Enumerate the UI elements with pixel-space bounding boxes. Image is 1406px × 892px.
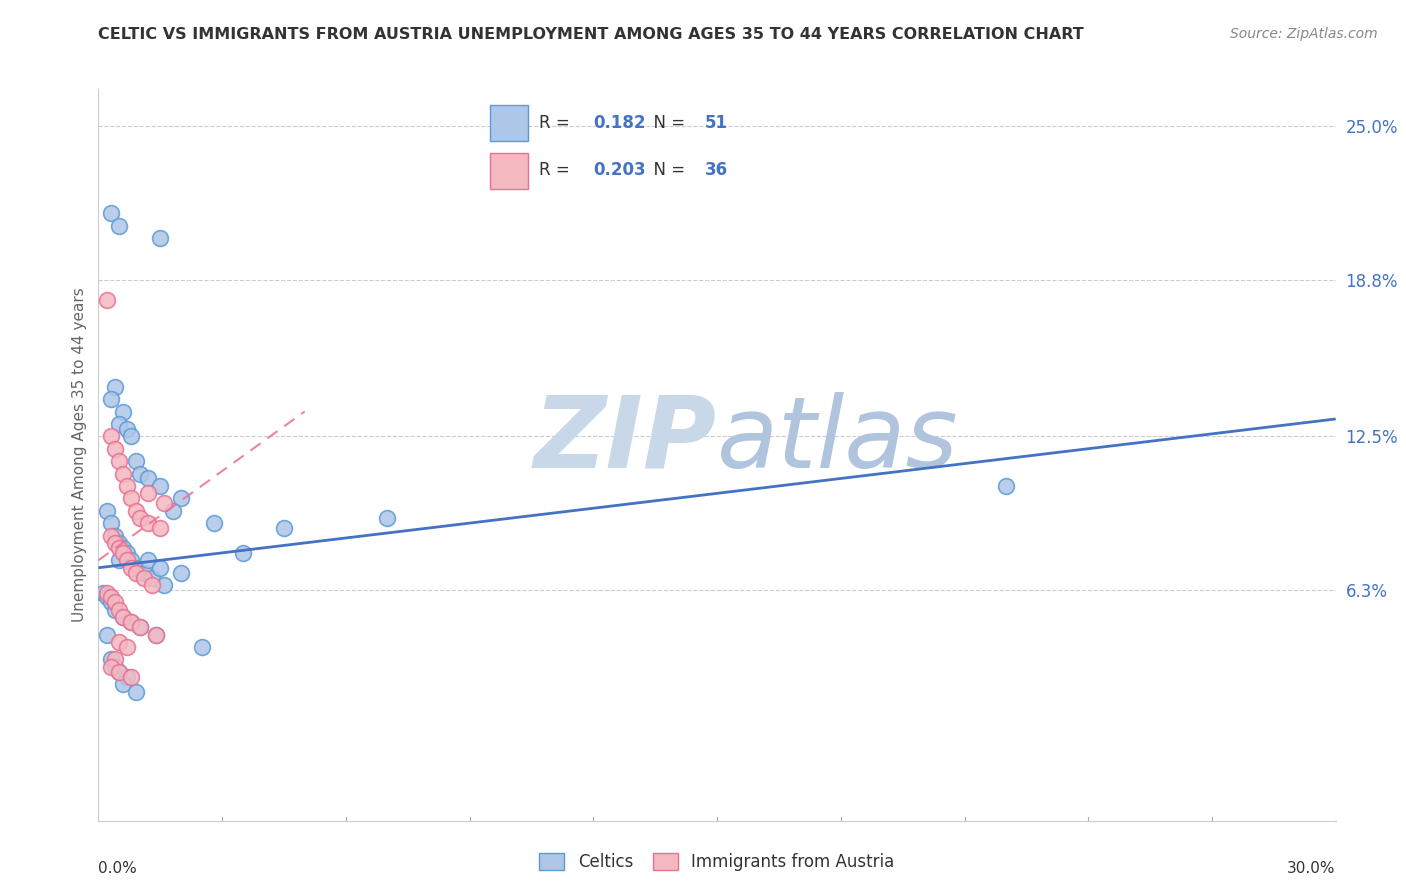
Point bbox=[96, 628, 118, 642]
Point bbox=[153, 578, 176, 592]
Point bbox=[136, 486, 159, 500]
Point bbox=[108, 553, 131, 567]
Point bbox=[117, 640, 139, 654]
Point bbox=[96, 585, 118, 599]
Point bbox=[104, 528, 127, 542]
Point bbox=[117, 553, 139, 567]
Point bbox=[104, 536, 127, 550]
Point bbox=[117, 546, 139, 560]
Point bbox=[232, 546, 254, 560]
Point bbox=[112, 467, 135, 481]
Point bbox=[136, 471, 159, 485]
Point bbox=[96, 293, 118, 307]
Point bbox=[104, 660, 127, 674]
Text: atlas: atlas bbox=[717, 392, 959, 489]
Point bbox=[100, 429, 122, 443]
Point bbox=[100, 392, 122, 406]
Point bbox=[112, 546, 135, 560]
Point bbox=[145, 628, 167, 642]
Point bbox=[108, 219, 131, 233]
Point bbox=[112, 404, 135, 418]
Point bbox=[124, 504, 146, 518]
Point bbox=[124, 454, 146, 468]
Point bbox=[202, 516, 225, 530]
Point bbox=[120, 429, 142, 443]
Point bbox=[149, 560, 172, 574]
Point bbox=[149, 521, 172, 535]
Point bbox=[100, 660, 122, 674]
Point bbox=[100, 595, 122, 609]
Point bbox=[141, 578, 163, 592]
Point bbox=[141, 571, 163, 585]
Point bbox=[120, 491, 142, 506]
Point bbox=[117, 422, 139, 436]
Point bbox=[112, 610, 135, 624]
Text: Source: ZipAtlas.com: Source: ZipAtlas.com bbox=[1230, 27, 1378, 41]
Text: ZIP: ZIP bbox=[534, 392, 717, 489]
Point bbox=[117, 670, 139, 684]
Point bbox=[91, 585, 114, 599]
Point bbox=[104, 442, 127, 456]
Point bbox=[112, 610, 135, 624]
Point bbox=[108, 603, 131, 617]
Point bbox=[104, 595, 127, 609]
Point bbox=[120, 615, 142, 630]
Point bbox=[128, 620, 150, 634]
Point bbox=[136, 553, 159, 567]
Point bbox=[112, 541, 135, 555]
Point bbox=[375, 511, 398, 525]
Point bbox=[100, 516, 122, 530]
Y-axis label: Unemployment Among Ages 35 to 44 years: Unemployment Among Ages 35 to 44 years bbox=[72, 287, 87, 623]
Point bbox=[117, 479, 139, 493]
Text: 0.0%: 0.0% bbox=[98, 861, 138, 876]
Point bbox=[100, 528, 122, 542]
Point bbox=[124, 560, 146, 574]
Point bbox=[994, 479, 1017, 493]
Point bbox=[170, 566, 193, 580]
Point bbox=[108, 665, 131, 679]
Point bbox=[108, 454, 131, 468]
Point bbox=[273, 521, 295, 535]
Point bbox=[149, 231, 172, 245]
Point bbox=[124, 566, 146, 580]
Point bbox=[136, 516, 159, 530]
Point bbox=[96, 504, 118, 518]
Point bbox=[132, 571, 155, 585]
Point bbox=[120, 560, 142, 574]
Point bbox=[112, 677, 135, 691]
Point bbox=[108, 541, 131, 555]
Point bbox=[120, 615, 142, 630]
Point bbox=[149, 479, 172, 493]
Text: 30.0%: 30.0% bbox=[1288, 861, 1336, 876]
Point bbox=[120, 670, 142, 684]
Point bbox=[104, 652, 127, 666]
Point bbox=[145, 628, 167, 642]
Point bbox=[108, 536, 131, 550]
Point bbox=[104, 380, 127, 394]
Point bbox=[128, 467, 150, 481]
Point bbox=[120, 553, 142, 567]
Point bbox=[124, 684, 146, 698]
Point bbox=[190, 640, 212, 654]
Point bbox=[128, 511, 150, 525]
Point bbox=[104, 603, 127, 617]
Point bbox=[153, 496, 176, 510]
Point bbox=[108, 635, 131, 649]
Point bbox=[108, 665, 131, 679]
Point bbox=[100, 206, 122, 220]
Legend: Celtics, Immigrants from Austria: Celtics, Immigrants from Austria bbox=[533, 847, 901, 878]
Text: CELTIC VS IMMIGRANTS FROM AUSTRIA UNEMPLOYMENT AMONG AGES 35 TO 44 YEARS CORRELA: CELTIC VS IMMIGRANTS FROM AUSTRIA UNEMPL… bbox=[98, 27, 1084, 42]
Point bbox=[100, 591, 122, 605]
Point bbox=[96, 591, 118, 605]
Point bbox=[162, 504, 184, 518]
Point bbox=[108, 417, 131, 431]
Point bbox=[170, 491, 193, 506]
Point bbox=[128, 620, 150, 634]
Point bbox=[132, 566, 155, 580]
Point bbox=[100, 652, 122, 666]
